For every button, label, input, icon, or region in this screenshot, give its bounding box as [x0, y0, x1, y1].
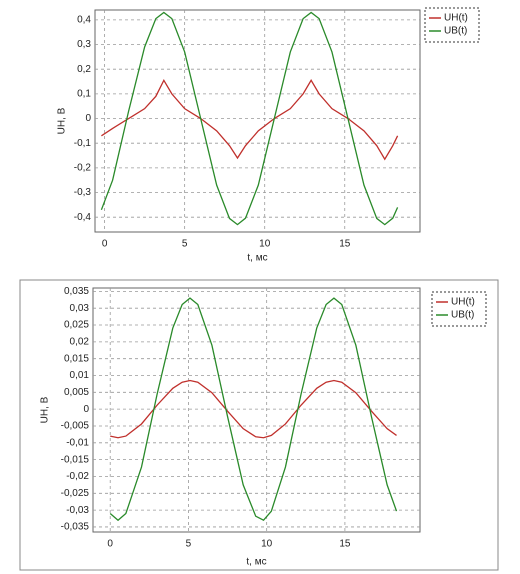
x-tick-label: 10 [259, 239, 271, 250]
x-tick-label: 15 [339, 239, 351, 250]
plot-area [92, 287, 421, 533]
y-tick-label: -0,015 [61, 454, 90, 465]
y-tick-label: 0,03 [70, 303, 90, 314]
plot-area [94, 9, 421, 233]
series-line [100, 11, 399, 226]
y-tick-label: 0,035 [64, 286, 89, 297]
y-tick-label: 0,3 [77, 39, 91, 50]
y-tick-label: 0,4 [77, 15, 91, 26]
legend-box [424, 7, 480, 43]
series-line [110, 379, 397, 439]
x-tick-label: 10 [261, 539, 273, 550]
y-tick-label: -0,03 [66, 505, 89, 516]
y-tick-label: 0,025 [64, 320, 89, 331]
y-tick-label: 0,2 [77, 64, 91, 75]
y-tick-label: 0 [83, 404, 89, 415]
y-tick-label: -0,2 [74, 163, 92, 174]
series-line [101, 78, 399, 161]
y-tick-label: -0,01 [66, 437, 89, 448]
y-tick-label: 0,02 [70, 336, 90, 347]
y-tick-label: -0,4 [74, 212, 92, 223]
y-axis-label: UH, B [57, 107, 68, 134]
y-tick-label: -0,005 [61, 421, 90, 432]
y-tick-label: 0,015 [64, 353, 89, 364]
y-axis-label: UH, B [40, 396, 51, 423]
x-axis-label: t, мс [246, 557, 266, 568]
legend-label: UB(t) [444, 26, 467, 37]
x-axis-label: t, мс [247, 253, 267, 264]
y-tick-label: 0,01 [70, 370, 90, 381]
legend-label: UH(t) [444, 13, 468, 24]
y-tick-label: -0,025 [61, 488, 90, 499]
legend-label: UH(t) [451, 297, 475, 308]
legend-box [431, 291, 487, 327]
series-line [109, 297, 398, 522]
y-tick-label: -0,3 [74, 187, 92, 198]
y-tick-label: 0,1 [77, 89, 91, 100]
legend-label: UB(t) [451, 310, 474, 321]
y-tick-label: 0,005 [64, 387, 89, 398]
y-tick-label: -0,035 [61, 522, 90, 533]
x-tick-label: 0 [107, 539, 113, 550]
x-tick-label: 5 [182, 239, 188, 250]
x-tick-label: 5 [186, 539, 192, 550]
frame [19, 279, 499, 571]
y-tick-label: -0,02 [66, 471, 89, 482]
x-tick-label: 0 [102, 239, 108, 250]
y-tick-label: 0 [85, 113, 91, 124]
y-tick-label: -0,1 [74, 138, 92, 149]
x-tick-label: 15 [339, 539, 351, 550]
